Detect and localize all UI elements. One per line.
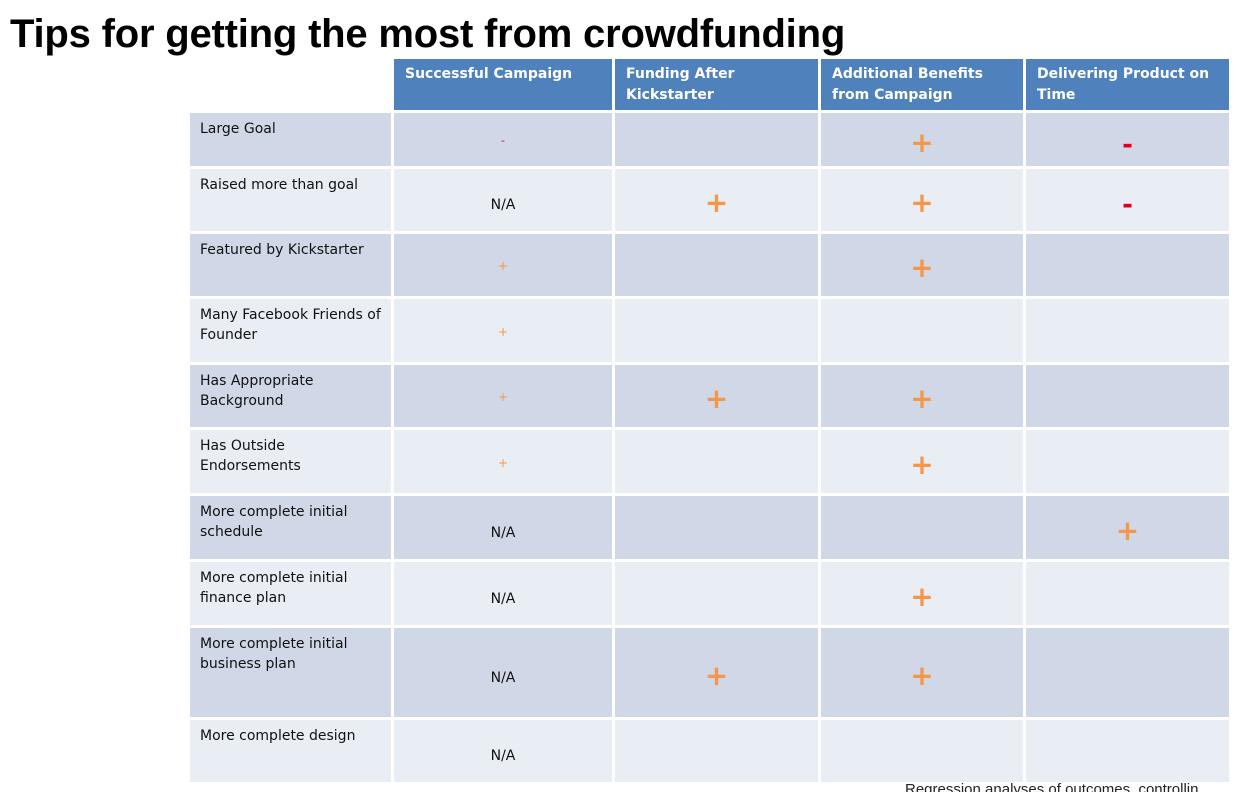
slide-title: Tips for getting the most from crowdfund… — [10, 12, 846, 56]
row-label: Has Outside Endorsements — [190, 430, 391, 493]
table-cell: + — [394, 234, 612, 296]
row-label: Featured by Kickstarter — [190, 234, 391, 296]
row-label: More complete design — [190, 720, 391, 782]
table-cell — [615, 430, 818, 493]
table-cell: + — [821, 365, 1023, 427]
table-cell: N/A — [394, 720, 612, 782]
cell-value: + — [910, 447, 934, 481]
table-cell — [615, 720, 818, 782]
table-cell — [1026, 562, 1229, 625]
cell-value: N/A — [490, 197, 516, 213]
column-header: Delivering Product on Time — [1026, 59, 1229, 110]
row-label: More complete initial schedule — [190, 496, 391, 559]
cell-value: + — [497, 324, 509, 339]
table-cell: + — [821, 628, 1023, 717]
table-corner — [190, 59, 391, 110]
column-header: Additional Benefits from Campaign — [821, 59, 1023, 110]
table-cell: N/A — [394, 496, 612, 559]
table-cell — [615, 299, 818, 362]
table-cell — [1026, 234, 1229, 296]
table-cell: + — [821, 169, 1023, 231]
cell-value: + — [497, 455, 509, 470]
effects-table: Successful Campaign Funding After Kickst… — [190, 59, 1229, 782]
row-label: Has Appropriate Background — [190, 365, 391, 427]
cell-value: + — [704, 382, 729, 415]
table-cell: + — [821, 234, 1023, 296]
table-cell: N/A — [394, 562, 612, 625]
table-cell: N/A — [394, 628, 612, 717]
row-label: More complete initial business plan — [190, 628, 391, 717]
table-cell — [821, 496, 1023, 559]
cell-value: N/A — [490, 524, 516, 541]
cell-value: + — [910, 251, 934, 284]
cell-value: - — [1122, 190, 1133, 220]
cell-value: + — [704, 186, 729, 219]
cell-value: N/A — [490, 669, 516, 686]
table-cell: + — [821, 562, 1023, 625]
cell-value: - — [501, 134, 505, 147]
table-cell — [615, 113, 818, 166]
cell-value: N/A — [490, 590, 516, 607]
table-cell — [1026, 720, 1229, 782]
cell-value: + — [910, 125, 934, 159]
table-cell — [1026, 430, 1229, 493]
table-cell: - — [394, 113, 612, 166]
table-cell — [821, 299, 1023, 362]
table-cell: + — [394, 299, 612, 362]
table-cell: + — [1026, 496, 1229, 559]
cell-value: - — [1122, 129, 1133, 160]
table-cell — [821, 720, 1023, 782]
row-label: More complete initial finance plan — [190, 562, 391, 625]
table-cell — [615, 234, 818, 296]
table-cell: - — [1026, 113, 1229, 166]
table-cell: + — [821, 430, 1023, 493]
table-cell — [615, 496, 818, 559]
column-header: Funding After Kickstarter — [615, 59, 818, 110]
cell-value: + — [910, 382, 934, 415]
cell-value: + — [910, 579, 934, 613]
table-cell: N/A — [394, 169, 612, 231]
footnote: Regression analyses of outcomes, control… — [905, 781, 1199, 792]
table-cell — [1026, 365, 1229, 427]
table-cell: + — [615, 169, 818, 231]
cell-value: N/A — [490, 748, 516, 764]
cell-value: + — [497, 390, 509, 404]
cell-value: + — [910, 186, 934, 219]
table-cell: + — [394, 430, 612, 493]
row-label: Large Goal — [190, 113, 391, 166]
cell-value: + — [910, 658, 934, 692]
row-label: Raised more than goal — [190, 169, 391, 231]
table-cell: + — [821, 113, 1023, 166]
cell-value: + — [497, 259, 509, 273]
table-cell: - — [1026, 169, 1229, 231]
cell-value: + — [704, 658, 729, 692]
table-cell: + — [615, 628, 818, 717]
cell-value: + — [1115, 513, 1140, 547]
table-cell — [615, 562, 818, 625]
table-cell: + — [615, 365, 818, 427]
table-cell — [1026, 628, 1229, 717]
table-cell — [1026, 299, 1229, 362]
row-label: Many Facebook Friends of Founder — [190, 299, 391, 362]
table-cell: + — [394, 365, 612, 427]
column-header: Successful Campaign — [394, 59, 612, 110]
